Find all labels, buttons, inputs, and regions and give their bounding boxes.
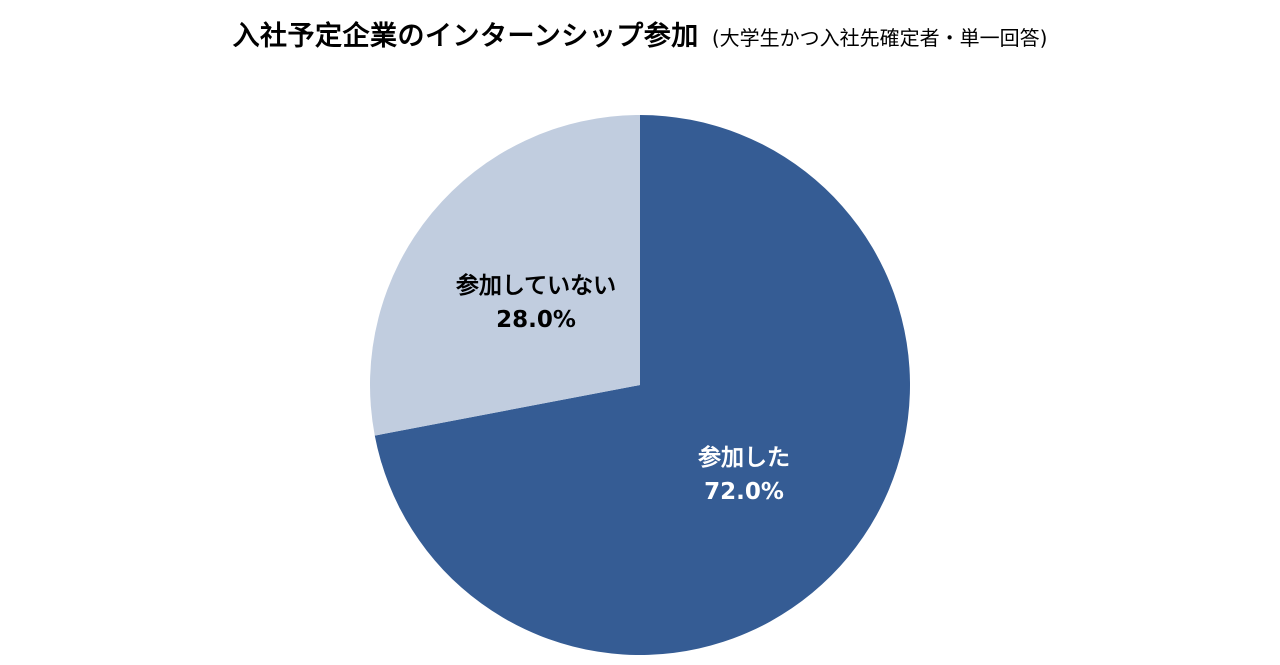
pie-slice-0 <box>374 115 910 656</box>
slice-value-0: 72.0% <box>704 479 784 505</box>
slice-label-1: 参加していない <box>456 272 616 299</box>
chart-subtitle: (大学生かつ入社先確定者・単一回答) <box>711 26 1048 50</box>
slice-label-0: 参加した <box>698 444 790 471</box>
chart-title-row: 入社予定企業のインターンシップ参加 (大学生かつ入社先確定者・単一回答) <box>0 14 1280 53</box>
chart-title: 入社予定企業のインターンシップ参加 <box>232 21 699 52</box>
slice-value-1: 28.0% <box>496 307 576 333</box>
pie-slice-1 <box>370 115 640 436</box>
